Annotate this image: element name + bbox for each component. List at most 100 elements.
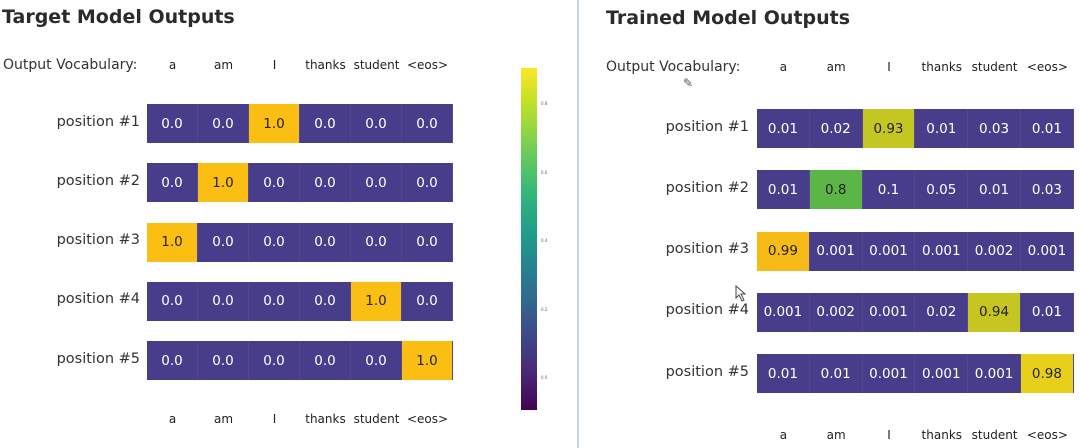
heatmap-cell: 0.8 (809, 170, 863, 210)
vocab-word-top: student (971, 60, 1018, 74)
heatmap-cell: 0.0 (249, 281, 300, 321)
vocab-word-top: a (779, 60, 788, 74)
heatmap-cell: 0.0 (300, 222, 351, 262)
heatmap-cell: 0.0 (351, 163, 402, 203)
vocab-word-bottom: am (213, 412, 234, 426)
heatmap-cell: 0.002 (809, 292, 863, 332)
vocab-word-bottom: student (971, 428, 1018, 442)
heatmap-cell: 0.0 (198, 222, 249, 262)
right-panel-title: Trained Model Outputs (606, 7, 851, 29)
heatmap-cell: 0.0 (402, 163, 453, 203)
vocab-word-bottom: thanks (921, 428, 963, 442)
vocab-word-bottom: I (272, 412, 277, 426)
heatmap-cell: 0.0 (147, 163, 198, 203)
heatmap-cell: 0.0 (147, 104, 198, 143)
heatmap-cell: 0.93 (862, 109, 916, 148)
heatmap-cell: 0.0 (249, 222, 300, 262)
vocab-word-bottom: thanks (305, 412, 346, 426)
heatmap-cell: 0.03 (968, 109, 1021, 148)
row-label: position #4 (56, 291, 140, 308)
heatmap-cell: 0.02 (915, 292, 969, 332)
vocab-word-top: am (213, 58, 234, 72)
heatmap-cell: 0.0 (300, 341, 351, 381)
heatmap-cell: 1.0 (351, 281, 402, 321)
vocab-word-bottom: I (887, 428, 891, 442)
heatmap-cell: 0.0 (198, 341, 249, 381)
row-label: position #5 (665, 363, 749, 380)
colorbar-tick-label: 0.6 (541, 169, 548, 175)
heatmap-cell: 0.01 (757, 354, 810, 394)
heatmap-cell: 0.03 (1021, 170, 1074, 210)
colorbar-tick-label: 0.8 (541, 101, 548, 106)
heatmap-cell: 0.0 (402, 104, 453, 143)
heatmap-cell: 0.001 (862, 292, 916, 332)
vocab-word-top: <eos> (1026, 60, 1068, 74)
heatmap-cell: 0.0 (249, 341, 300, 381)
heatmap-cell: 0.01 (809, 354, 863, 394)
heatmap-cell: 0.001 (915, 231, 969, 271)
heatmap-cell: 0.0 (300, 104, 351, 143)
colorbar-tick-label: 0.0 (541, 375, 548, 380)
vocab-word-bottom: <eos> (1026, 428, 1068, 442)
heatmap-cell: 0.001 (1021, 231, 1074, 271)
vocab-word-bottom: a (779, 428, 788, 442)
vocab-word-top: thanks (921, 60, 963, 74)
heatmap-cell: 0.0 (402, 281, 453, 321)
heatmap-cell: 0.0 (300, 163, 351, 203)
vocab-word-top: I (272, 58, 277, 72)
heatmap-cell: 0.001 (809, 231, 863, 271)
row-label: position #2 (56, 172, 140, 189)
heatmap-cell: 0.0 (351, 104, 402, 143)
colorbar-tick-label: 0.4 (541, 238, 548, 243)
row-label: position #4 (665, 302, 749, 319)
heatmap-cell: 1.0 (249, 104, 300, 143)
vocab-word-top: <eos> (406, 58, 449, 72)
heatmap-cell: 0.01 (968, 170, 1021, 210)
heatmap-cell: 0.0 (147, 281, 198, 321)
heatmap-cell: 0.0 (300, 281, 351, 321)
heatmap-cell: 0.05 (915, 170, 969, 210)
heatmap-cell: 0.01 (915, 109, 969, 148)
heatmap-cell: 0.01 (1021, 109, 1074, 148)
heatmap-cell: 0.0 (351, 222, 402, 262)
heatmap-cell: 1.0 (402, 341, 453, 381)
vocab-word-top: am (826, 60, 846, 74)
heatmap-cell: 0.0 (351, 341, 402, 381)
mouse-cursor-icon (735, 285, 747, 302)
panel-divider (577, 0, 579, 448)
heatmap-cell: 0.0 (198, 104, 249, 143)
colorbar (521, 68, 537, 410)
vocab-word-top: thanks (305, 58, 346, 72)
heatmap-cell: 0.99 (757, 231, 810, 271)
heatmap-cell: 0.001 (862, 231, 916, 271)
heatmap-cell: 0.02 (809, 109, 863, 148)
left-panel-title: Target Model Outputs (2, 6, 235, 28)
vocab-word-top: student (353, 58, 400, 72)
heatmap-cell: 1.0 (147, 222, 198, 262)
pencil-icon: ✎ (683, 76, 694, 90)
heatmap-cell: 1.0 (198, 163, 249, 203)
vocab-word-bottom: a (168, 412, 177, 426)
heatmap-cell: 0.0 (249, 163, 300, 203)
left-vocab-label: Output Vocabulary: (3, 57, 138, 73)
heatmap-cell: 0.001 (757, 292, 810, 332)
vocab-word-bottom: am (826, 428, 846, 442)
heatmap-cell: 0.002 (968, 231, 1021, 271)
heatmap-cell: 0.01 (757, 170, 810, 210)
row-label: position #1 (665, 118, 749, 135)
heatmap-cell: 0.1 (862, 170, 916, 210)
vocab-word-bottom: <eos> (406, 412, 449, 426)
heatmap-cell: 0.0 (402, 222, 453, 262)
vocab-word-top: I (887, 60, 891, 74)
heatmap-cell: 0.98 (1021, 354, 1074, 394)
heatmap-cell: 0.001 (968, 354, 1021, 394)
row-label: position #1 (56, 113, 140, 130)
heatmap-cell: 0.01 (757, 109, 810, 148)
vocab-word-bottom: student (353, 412, 400, 426)
heatmap-cell: 0.001 (862, 354, 916, 394)
heatmap-cell: 0.01 (1021, 292, 1074, 332)
heatmap-cell: 0.94 (968, 292, 1021, 332)
row-label: position #5 (56, 350, 140, 367)
colorbar-tick-label: 0.2 (541, 306, 548, 312)
heatmap-cell: 0.0 (147, 341, 198, 381)
